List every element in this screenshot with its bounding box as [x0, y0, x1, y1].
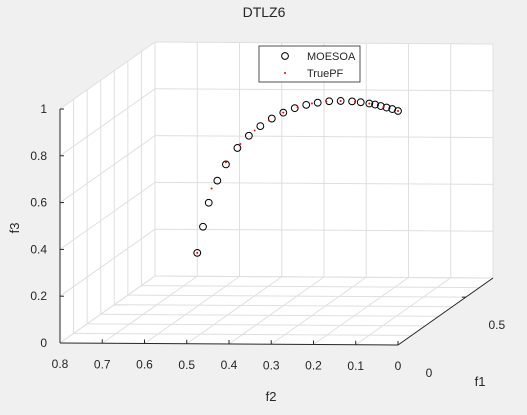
moesoa-point	[394, 107, 402, 115]
y-tick-label: 0	[395, 359, 402, 373]
moesoa-point	[356, 98, 365, 107]
back-gridline	[154, 41, 494, 45]
chart-title: DTLZ6	[243, 4, 286, 20]
legend-marker-truepf	[284, 72, 286, 74]
left-gridline	[59, 41, 156, 110]
floor-gridline	[228, 276, 325, 345]
x-tick-label: 0	[426, 366, 433, 380]
moesoa-point	[371, 100, 379, 109]
x-axis-line	[397, 277, 494, 346]
legend-label-truepf: TruePF	[307, 68, 344, 80]
truepf-point	[325, 100, 328, 103]
y-tick-label: 0.5	[178, 358, 195, 372]
floor-gridline	[101, 275, 198, 344]
legend-label-moesoa: MOESOA	[307, 51, 356, 63]
truepf-point	[310, 102, 313, 105]
truepf-point	[267, 119, 270, 122]
z-tick-label: 0.4	[30, 242, 47, 256]
moesoa-point	[256, 122, 265, 130]
left-pane	[60, 42, 155, 343]
moesoa-point	[388, 105, 397, 113]
moesoa-point	[222, 160, 230, 169]
left-gridline	[59, 228, 156, 297]
left-gridline	[59, 88, 156, 157]
truepf-point	[210, 187, 213, 190]
axis-layer: 0 0.5 0 0.1 0.2 0.3 0.4 0.5 0.6 0.7 0.8 0 0.2 0.4 0.6 0…	[30, 102, 505, 380]
floor-gridline	[141, 285, 480, 289]
back-gridline	[154, 135, 494, 139]
floor-gridline	[127, 294, 466, 298]
floor-gridline	[270, 276, 367, 345]
y-tick-label: 0.3	[263, 358, 280, 372]
y-tick-label: 0.6	[136, 358, 153, 372]
truepf-point	[353, 100, 356, 103]
truepf-point	[368, 102, 371, 105]
floor-gridline	[73, 332, 412, 336]
back-gridline	[154, 228, 494, 232]
y-tick-label: 0.1	[347, 359, 364, 373]
floor-gridline	[114, 304, 453, 308]
moesoa-point	[313, 98, 322, 107]
truepf-point	[282, 111, 285, 114]
legend-marker-moesoa	[281, 52, 289, 60]
moesoa-point	[279, 108, 288, 117]
moesoa-point	[336, 97, 345, 105]
floor-gridline	[186, 276, 283, 345]
left-gridline	[59, 135, 156, 204]
z-tick-label: 0.6	[30, 196, 47, 210]
moesoa-point	[302, 100, 311, 109]
z-tick-label: 0	[40, 336, 47, 350]
left-gridline	[59, 181, 156, 250]
floor-gridline	[144, 276, 240, 344]
moesoa-point	[193, 248, 202, 257]
y-tick-label: 0.8	[52, 357, 69, 371]
grid-layer	[59, 41, 494, 346]
moesoa-point	[233, 144, 242, 152]
left-gridline	[59, 275, 156, 344]
moesoa-point	[365, 99, 374, 108]
truepf-point	[253, 129, 256, 132]
moesoa-point	[204, 198, 213, 207]
series-layer	[193, 97, 402, 257]
z-tick-label: 0.8	[30, 149, 47, 163]
moesoa-point	[290, 104, 299, 113]
truepf-point	[239, 143, 242, 146]
y-tick-label: 0.7	[94, 357, 111, 371]
floor-gridline	[100, 313, 439, 317]
x-tick-label: 0.5	[489, 318, 506, 332]
truepf-point	[296, 106, 299, 109]
back-gridline	[154, 88, 494, 92]
z-axis-label: f3	[7, 223, 22, 234]
z-tick-label: 1	[40, 102, 47, 116]
y-tick-label: 0.2	[305, 359, 322, 373]
y-tick-label: 0.4	[221, 358, 238, 372]
floor-gridline	[313, 277, 409, 345]
back-gridline	[154, 181, 494, 185]
moesoa-point	[199, 222, 207, 231]
truepf-point	[382, 105, 385, 108]
legend: MOESOA TruePF	[258, 45, 361, 83]
truepf-point	[196, 251, 199, 254]
legend-box	[258, 45, 361, 83]
x-axis-label: f1	[475, 374, 486, 389]
truepf-point	[397, 110, 399, 112]
moesoa-point	[213, 176, 222, 185]
z-tick-label: 0.2	[30, 289, 47, 303]
y-axis-label: f2	[266, 389, 277, 404]
floor-gridline	[355, 277, 452, 346]
back-gridline	[154, 275, 494, 279]
truepf-point	[339, 99, 342, 102]
moesoa-point	[244, 131, 253, 140]
floor-gridline	[87, 323, 426, 327]
moesoa-point	[267, 114, 276, 123]
truepf-point	[224, 161, 227, 164]
